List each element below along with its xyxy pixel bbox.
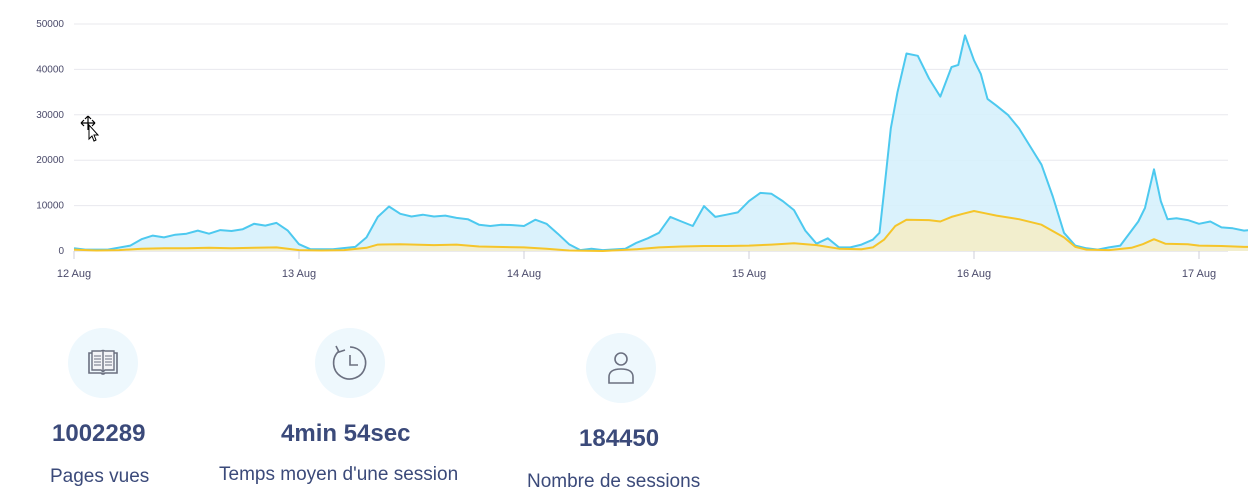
pages-views-value: 1002289 — [52, 420, 146, 447]
x-tick-label: 13 Aug — [282, 268, 316, 280]
x-tick-label: 17 Aug — [1182, 268, 1216, 280]
book-icon — [88, 349, 118, 375]
book-icon-circle — [68, 328, 138, 398]
series-line-0 — [73, 34, 1248, 252]
chart-series — [73, 34, 1248, 252]
pages-views-label: Pages vues — [50, 466, 150, 487]
y-axis: 50000 40000 30000 20000 10000 0 — [36, 19, 64, 257]
traffic-chart: 50000 40000 30000 20000 10000 0 12 Aug 13 Aug 1… — [36, 19, 1248, 280]
series-line-1 — [73, 210, 1248, 252]
series-area-0 — [74, 35, 1248, 251]
user-icon — [608, 352, 634, 384]
session-time-value: 4min 54sec — [281, 420, 411, 447]
clock-icon-circle — [315, 328, 385, 398]
x-tick-label: 12 Aug — [57, 268, 91, 280]
x-tick-label: 15 Aug — [732, 268, 766, 280]
sessions-value: 184450 — [579, 425, 660, 452]
x-tick-label: 14 Aug — [507, 268, 541, 280]
y-tick-label: 40000 — [36, 64, 64, 75]
move-cursor-icon — [80, 115, 100, 143]
x-tick-label: 16 Aug — [957, 268, 991, 280]
y-tick-label: 30000 — [36, 110, 64, 121]
clock-icon — [332, 345, 367, 380]
series-area-1 — [74, 211, 1248, 251]
y-tick-label: 10000 — [36, 201, 64, 212]
user-icon-circle — [586, 333, 656, 403]
sessions-label: Nombre de sessions — [527, 471, 701, 492]
x-axis: 12 Aug 13 Aug 14 Aug 15 Aug 16 Aug 17 Aug — [57, 251, 1216, 280]
y-tick-label: 0 — [58, 246, 64, 257]
y-tick-label: 50000 — [36, 19, 64, 30]
session-time-label: Temps moyen d'une session — [219, 464, 459, 485]
y-tick-label: 20000 — [36, 155, 64, 166]
